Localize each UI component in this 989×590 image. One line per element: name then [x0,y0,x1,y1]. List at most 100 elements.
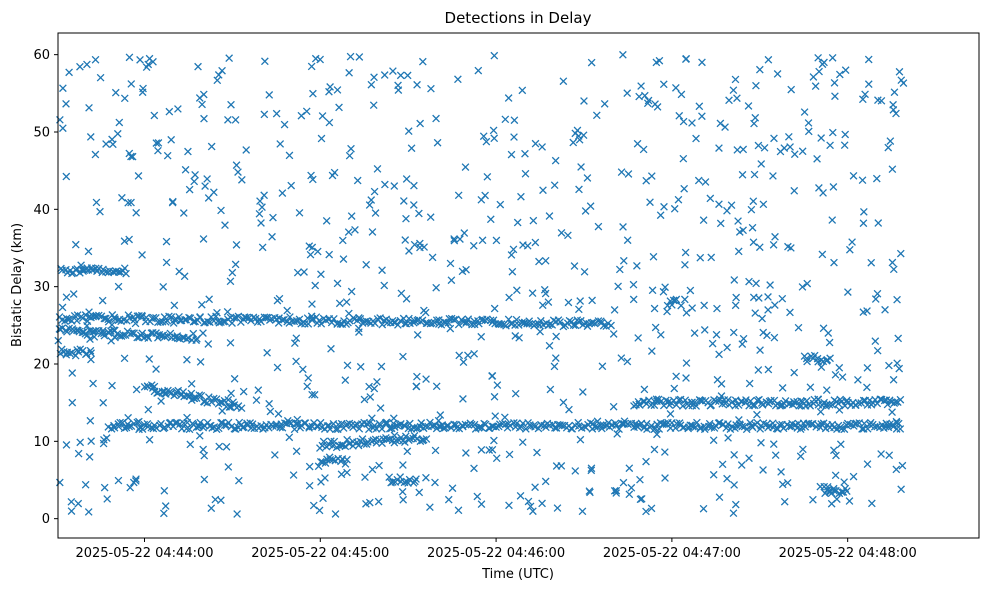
data-point [488,445,497,454]
data-point [739,226,747,235]
data-point [438,421,447,429]
data-point [62,293,71,302]
data-point [355,53,364,61]
data-point [420,243,429,251]
data-point [131,477,140,485]
data-point [341,442,350,451]
data-point [867,258,876,267]
data-point [464,351,472,360]
data-point [619,50,627,59]
data-point [298,365,307,374]
data-point [750,401,759,410]
data-point [321,474,329,482]
data-point [500,413,509,422]
data-point [633,139,642,148]
data-point [382,420,391,429]
data-point [180,272,189,281]
data-point [373,377,381,386]
data-point [99,439,108,448]
data-point [84,247,93,256]
data-point [91,150,100,159]
data-point [160,509,168,518]
data-point [787,85,796,94]
data-point [150,111,159,120]
data-point [227,389,235,398]
data-point [815,67,823,76]
data-point [715,144,723,152]
data-point [758,400,767,409]
data-point [624,170,633,178]
data-point [715,350,723,359]
data-point [347,144,355,153]
data-point [390,431,399,440]
data-point [490,304,499,313]
data-point [187,379,196,388]
data-point [199,235,208,243]
data-point [521,149,529,158]
data-point [98,296,107,305]
data-point [749,197,758,206]
data-point [495,420,504,429]
data-point [85,308,93,316]
data-point [637,82,645,90]
data-point [659,287,668,296]
data-point [723,343,731,352]
data-point [833,495,841,504]
data-point [521,169,530,178]
data-point [376,404,385,412]
data-point [798,147,807,156]
data-point [213,308,221,317]
data-point [99,398,108,407]
data-point [559,398,568,407]
data-point [619,256,628,265]
data-point [264,423,273,432]
data-point [203,175,211,183]
data-point [483,172,492,181]
data-point [786,308,794,317]
data-point [505,450,514,459]
x-tick-label: 2025-05-22 04:45:00 [251,546,389,561]
data-point [67,507,76,515]
data-point [661,283,669,292]
data-point [293,268,302,277]
data-point [759,466,767,474]
data-point [452,424,461,433]
data-point [208,424,217,432]
data-point [184,147,192,156]
data-point [307,62,316,71]
data-point [338,236,347,245]
data-point [863,383,871,392]
data-point [531,139,540,148]
data-point [152,365,160,373]
data-point [505,293,513,302]
data-point [557,462,566,470]
data-point [706,194,715,203]
data-point [625,464,634,473]
data-point [831,92,839,101]
data-point [580,97,588,105]
data-point [896,425,905,433]
data-point [729,509,738,518]
data-point [317,270,325,279]
data-point [139,84,147,93]
data-point [343,361,352,370]
data-point [745,379,754,388]
data-point [385,473,394,482]
data-point [258,203,266,212]
data-point [185,392,194,401]
data-point [403,71,412,80]
x-tick-label: 2025-05-22 04:44:00 [75,546,213,561]
data-point [777,468,785,476]
data-point [729,86,738,95]
data-point [723,206,731,215]
data-point [829,183,838,191]
data-point [290,339,299,347]
data-point [671,84,680,92]
data-point [544,298,553,306]
data-point [679,117,688,126]
data-point [413,330,422,339]
data-point [343,435,351,444]
data-point [231,116,240,124]
data-point [278,316,287,324]
data-point [287,181,296,190]
